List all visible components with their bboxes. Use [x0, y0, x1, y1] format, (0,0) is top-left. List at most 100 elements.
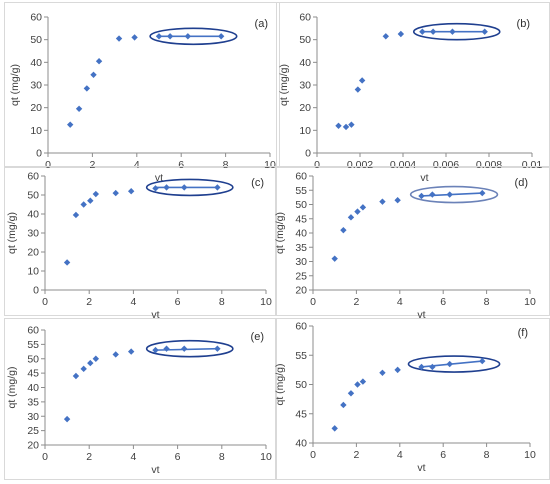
data-point: [127, 188, 135, 195]
x-axis-title: vt: [151, 309, 159, 321]
x-tick-label: 4: [130, 451, 136, 463]
y-tick-label: 45: [295, 408, 307, 420]
y-tick-label: 0: [33, 285, 39, 297]
y-tick-label: 20: [27, 247, 39, 259]
y-tick-label: 25: [27, 425, 39, 437]
y-tick-label: 35: [295, 242, 307, 254]
data-point: [446, 191, 453, 198]
data-point: [394, 366, 401, 374]
x-tick-label: 2: [86, 296, 92, 308]
x-tick-label: 6: [175, 296, 181, 308]
y-tick-label: 30: [30, 80, 42, 92]
data-point: [419, 28, 426, 35]
data-point: [152, 346, 159, 354]
x-tick-label: 6: [175, 451, 181, 463]
data-point: [92, 190, 100, 198]
y-axis-title: qt (mg/g): [6, 366, 18, 408]
y-tick-label: 20: [30, 102, 42, 114]
y-tick-label: 50: [30, 34, 42, 46]
x-tick-label: 0.008: [476, 159, 502, 171]
data-point: [354, 381, 361, 388]
data-point: [418, 192, 425, 200]
x-tick-label: 10: [260, 296, 272, 308]
y-tick-label: 60: [27, 171, 39, 183]
x-tick-label: 0: [310, 449, 316, 461]
x-tick-label: 8: [484, 449, 490, 461]
x-axis-title: vt: [420, 172, 428, 184]
x-tick-label: 0: [42, 451, 48, 463]
y-tick-label: 20: [299, 102, 311, 114]
data-point: [184, 33, 192, 40]
data-point: [83, 85, 91, 92]
x-tick-label: 6: [440, 296, 446, 308]
x-tick-label: 0.004: [390, 159, 416, 171]
x-tick-label: 0: [310, 296, 316, 308]
panel-label: (e): [251, 331, 264, 343]
y-tick-label: 10: [299, 125, 311, 137]
y-tick-label: 0: [305, 148, 311, 160]
y-tick-label: 30: [27, 228, 39, 240]
data-point: [479, 357, 486, 365]
panel-label: (d): [515, 177, 528, 189]
data-point: [429, 191, 436, 198]
highlight-ellipse: [412, 22, 501, 41]
y-tick-label: 50: [295, 379, 307, 391]
data-point: [112, 189, 119, 197]
y-tick-label: 20: [295, 285, 307, 297]
y-tick-label: 40: [27, 382, 39, 394]
y-tick-label: 30: [27, 411, 39, 423]
panel-label: (c): [251, 177, 264, 189]
data-point: [63, 415, 71, 423]
data-point: [131, 34, 138, 41]
x-tick-label: 8: [219, 451, 225, 463]
x-tick-label: 10: [260, 451, 272, 463]
data-point: [155, 33, 163, 40]
data-point: [63, 259, 71, 266]
y-tick-label: 55: [295, 185, 307, 197]
y-tick-label: 10: [27, 266, 39, 278]
y-axis-title: qt (mg/g): [274, 212, 286, 254]
x-tick-label: 8: [219, 296, 225, 308]
chart-panel: 20 25 30 35 40 45 50 55 60 0 2 4 6 8 10 vt qt (mg/g) (e): [4, 318, 276, 480]
data-point: [152, 185, 159, 192]
x-tick-label: 10: [524, 449, 536, 461]
y-tick-label: 45: [27, 368, 39, 380]
y-tick-label: 60: [295, 321, 307, 333]
chart-border: [4, 2, 280, 168]
data-point: [181, 184, 188, 191]
chart-border: [276, 166, 550, 316]
x-tick-label: 0.01: [522, 159, 543, 171]
data-point: [80, 365, 87, 373]
data-point: [379, 198, 386, 205]
data-point: [342, 123, 350, 131]
data-point: [479, 189, 486, 197]
data-point: [379, 369, 386, 376]
chart-panel: 20 25 30 35 40 45 50 55 60 0 2 4 6 8 10 vt qt (mg/g) (d): [274, 166, 550, 321]
data-point: [429, 363, 436, 371]
x-tick-label: 8: [484, 296, 490, 308]
data-point: [75, 105, 83, 112]
x-tick-label: 2: [86, 451, 92, 463]
y-tick-label: 10: [30, 125, 42, 137]
y-tick-label: 50: [27, 190, 39, 202]
x-tick-label: 0: [42, 296, 48, 308]
data-point: [394, 197, 401, 204]
x-tick-label: 0.006: [433, 159, 459, 171]
data-point: [127, 348, 135, 355]
x-tick-label: 0: [45, 159, 51, 171]
data-point: [72, 211, 80, 219]
x-tick-label: 6: [178, 159, 184, 171]
data-point: [92, 355, 100, 362]
x-tick-label: 8: [223, 159, 229, 171]
y-axis-title: qt (mg/g): [6, 212, 18, 254]
data-point: [397, 30, 405, 38]
highlight-ellipse: [409, 185, 499, 204]
data-point: [354, 86, 362, 93]
data-point: [181, 345, 188, 352]
y-axis-title: qt (mg/g): [278, 64, 290, 106]
data-point: [214, 184, 221, 191]
y-tick-label: 40: [30, 57, 42, 69]
y-tick-label: 30: [295, 256, 307, 268]
data-point: [347, 214, 355, 221]
highlight-ellipse: [145, 339, 234, 358]
